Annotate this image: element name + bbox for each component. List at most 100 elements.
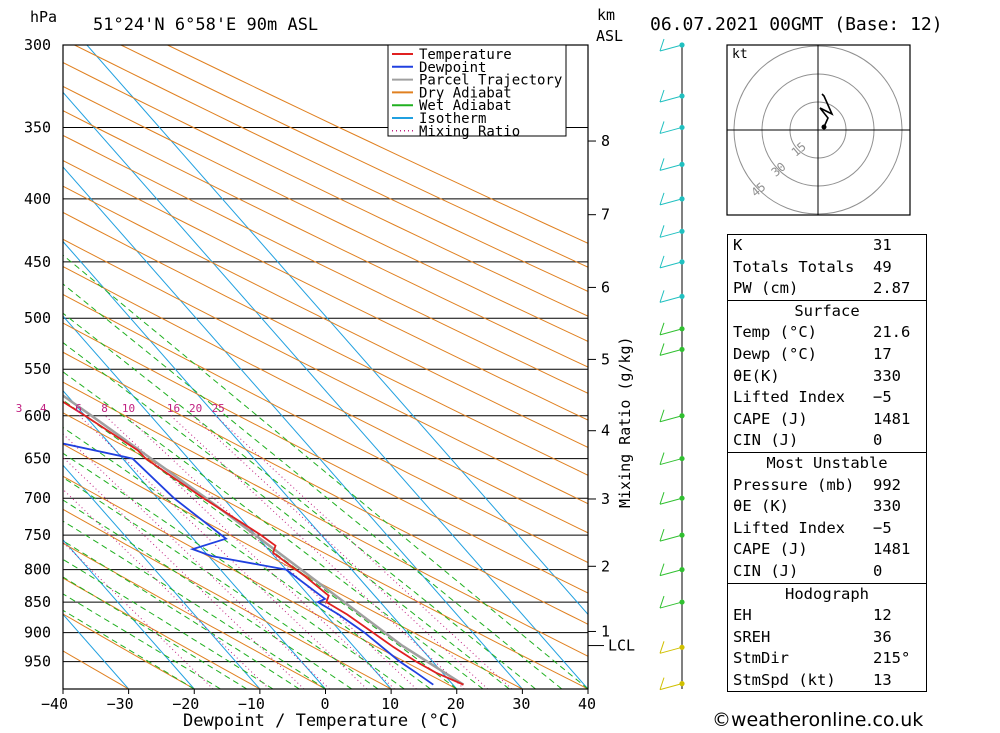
legend-box — [387, 44, 567, 137]
pressure-tick-label: 800 — [24, 561, 51, 579]
most-unstable-box: Most Unstable Pressure (mb) 992 θE (K) 330… — [727, 452, 927, 584]
wind-barb-staff — [659, 126, 683, 134]
isotherm-line — [86, 45, 588, 616]
km-tick-label: 5 — [601, 350, 610, 368]
mixing-ratio-line — [63, 456, 305, 689]
wind-barb-staff — [659, 163, 683, 171]
dry-adiabat-line — [63, 134, 588, 394]
datetime-title: 06.07.2021 00GMT (Base: 12) — [650, 14, 943, 35]
x-tick-label: 10 — [381, 695, 399, 713]
mixing-ratio-line — [125, 415, 417, 689]
pressure-tick-label: 350 — [24, 118, 51, 136]
surface-row: Dewp (°C) 17 — [733, 344, 892, 363]
wind-barb-flag — [659, 192, 665, 206]
legend-label: Parcel Trajectory — [419, 73, 562, 89]
isotherm-line — [63, 389, 326, 689]
index-row-pw: PW (cm) 2.87 — [733, 279, 911, 298]
mu-row: Lifted Index −5 — [733, 518, 892, 537]
dry-adiabat-line — [63, 613, 195, 689]
wet-adiabat-line — [63, 426, 431, 689]
km-tick-label: 8 — [601, 132, 610, 150]
legend-label: Temperature — [419, 47, 512, 63]
wind-barb-staff — [659, 683, 683, 691]
dry-adiabat-line — [63, 238, 588, 505]
index-row-k: K 31 — [733, 236, 892, 254]
copyright-footer[interactable]: ©weatheronline.co.uk — [712, 709, 924, 731]
wind-barb-staff — [659, 458, 683, 466]
wind-barb-staff — [659, 415, 683, 423]
legend-label: Wet Adiabat — [419, 98, 512, 114]
mixing-ratio-label: 20 — [189, 402, 202, 415]
legend-label: Mixing Ratio — [419, 124, 520, 140]
units-left-label: hPa — [30, 8, 57, 26]
wind-barb-flag — [659, 528, 665, 542]
isotherm-line — [63, 315, 392, 689]
surface-row: CAPE (J) 1481 — [733, 409, 911, 428]
dry-adiabat-line — [120, 45, 588, 268]
legend-label: Dry Adiabat — [419, 85, 512, 101]
wind-barb-staff — [659, 95, 683, 103]
x-tick-label: 20 — [447, 695, 465, 713]
isotherm-line — [63, 91, 588, 689]
wind-barb-flag — [659, 290, 665, 303]
mixing-ratio-line — [170, 415, 465, 689]
wet-adiabat-line — [63, 342, 510, 689]
x-tick-label: 40 — [578, 695, 596, 713]
mixing-ratio-label: 10 — [122, 402, 135, 415]
indices-panel: K 31 Totals Totals 49 PW (cm) 2.87 Surface … — [727, 234, 927, 693]
isotherm-line — [63, 464, 261, 689]
wind-barb-staff — [659, 497, 683, 505]
hodograph-unit-label: kt — [732, 47, 748, 62]
wind-barb-staff — [659, 569, 683, 577]
dry-adiabat-line — [63, 577, 261, 689]
km-tick-label: 1 — [601, 622, 610, 640]
wet-adiabat-line — [63, 371, 484, 689]
mu-row: CAPE (J) 1481 — [733, 540, 911, 559]
wind-barb-flag — [659, 38, 665, 52]
hodograph-stats-title: Hodograph — [785, 584, 869, 603]
wet-adiabat-line — [63, 499, 353, 689]
wet-adiabat-line — [63, 452, 405, 689]
dry-adiabat-line — [63, 351, 588, 625]
hodograph-trace — [819, 93, 834, 128]
mu-row: CIN (J) 0 — [733, 561, 883, 580]
wind-barb-dot — [679, 228, 685, 234]
km-tick-label: 6 — [601, 278, 610, 296]
dry-adiabat-line — [63, 293, 588, 564]
mixing-ratio-label: 16 — [167, 402, 180, 415]
dry-adiabat-line — [63, 475, 458, 689]
wind-barb-staff — [659, 44, 683, 52]
wind-barb-flag — [659, 452, 665, 465]
index-row-totals: Totals Totals 49 — [733, 257, 892, 276]
hodo-row: StmDir 215° — [733, 649, 911, 668]
location-title: 51°24'N 6°58'E 90m ASL — [93, 15, 318, 35]
mixing-ratio-label: 6 — [75, 402, 82, 415]
wet-adiabat-line — [63, 558, 274, 689]
dewpoint-line — [63, 442, 434, 686]
surface-row: Lifted Index −5 — [733, 388, 892, 407]
wet-adiabat-line — [63, 312, 536, 689]
wind-barb-flag — [659, 121, 665, 134]
dry-adiabat-line — [63, 381, 588, 657]
pressure-tick-label: 450 — [24, 253, 51, 271]
wind-barb-flag — [659, 89, 665, 103]
wind-barb-flag — [659, 563, 665, 576]
x-tick-label: 30 — [512, 695, 530, 713]
legend-label: Dewpoint — [419, 60, 486, 76]
hodograph-marker — [821, 124, 827, 130]
wind-barb-flag — [659, 322, 665, 335]
km-tick-label: 7 — [601, 206, 610, 224]
wind-barb-staff — [659, 646, 683, 654]
hodograph-stats-box: Hodograph EH 12 SREH 36 StmDir 215° StmSpd … — [727, 583, 927, 693]
dry-adiabat-line — [74, 45, 588, 292]
wind-barb-staff — [659, 198, 683, 206]
dry-adiabat-line — [63, 85, 588, 342]
pressure-tick-label: 650 — [24, 450, 51, 468]
dry-adiabat-line — [63, 508, 392, 689]
wind-barb-flag — [659, 255, 665, 269]
x-tick-label: −20 — [172, 695, 199, 713]
pressure-tick-label: 700 — [24, 489, 51, 507]
dry-adiabat-line — [63, 160, 588, 421]
